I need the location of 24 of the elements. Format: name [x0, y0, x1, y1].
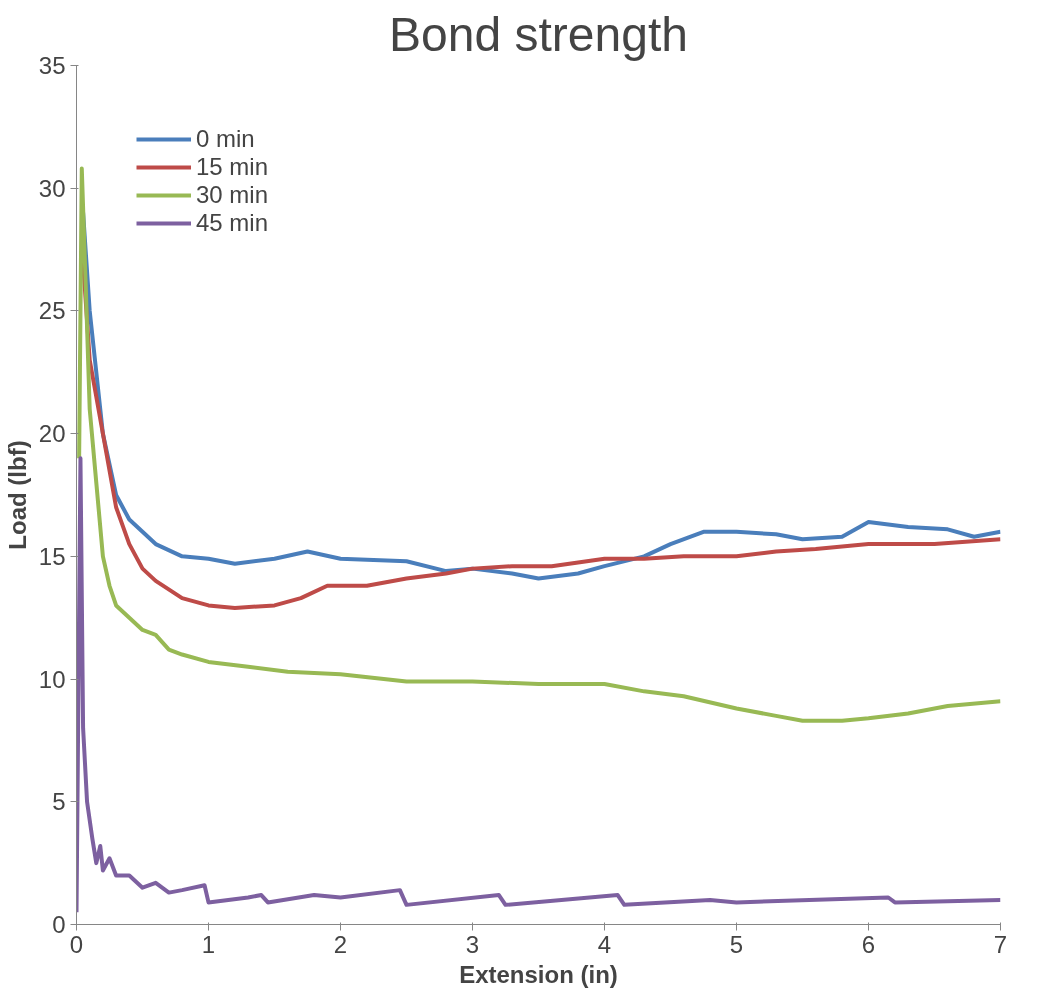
- y-tick-label: 20: [38, 420, 66, 448]
- x-tick-label: 5: [729, 930, 744, 958]
- chart-title: Bond strength: [389, 7, 688, 61]
- y-tick-label: 10: [38, 665, 66, 693]
- y-tick-label: 30: [38, 174, 66, 202]
- y-axis-title: Load (lbf): [3, 440, 31, 550]
- x-tick-label: 7: [993, 930, 1008, 958]
- y-tick-label: 15: [38, 542, 66, 570]
- x-tick-label: 3: [465, 930, 480, 958]
- y-tick-label: 25: [38, 297, 66, 325]
- x-tick-label: 6: [861, 930, 876, 958]
- line-series: [76, 456, 1001, 915]
- x-tick-label: 2: [333, 930, 348, 958]
- x-tick-label: 1: [201, 930, 216, 958]
- legend-label: 0 min: [196, 125, 255, 153]
- legend-label: 45 min: [196, 209, 269, 237]
- x-axis-title: Extension (in): [459, 960, 618, 988]
- x-tick-label: 4: [597, 930, 612, 958]
- y-tick-label: 0: [52, 911, 66, 938]
- y-tick-label: 5: [52, 788, 66, 816]
- legend-label: 30 min: [196, 181, 269, 209]
- y-tick-label: 35: [38, 52, 66, 79]
- legend-label: 15 min: [196, 153, 269, 181]
- x-tick-label: 0: [69, 930, 84, 958]
